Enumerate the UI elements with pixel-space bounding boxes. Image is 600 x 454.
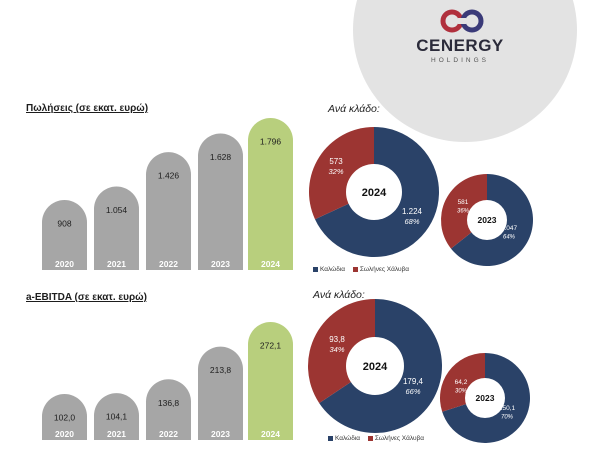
ebitda-2023-steel-pct-label: 30% <box>455 389 468 395</box>
ebitda-value-label-2024: 272,1 <box>260 341 282 351</box>
ebitda-title: a-EBITDA (σε εκατ. ευρώ) <box>26 292 147 303</box>
sales-2023-cables-value-label: 1.047 <box>501 225 518 232</box>
sales-2024-cables-value-label: 1.224 <box>402 207 423 216</box>
ebitda-bar-2022 <box>146 379 191 440</box>
sales-bar-2020 <box>42 200 87 270</box>
ebitda-2024-center-label: 2024 <box>363 361 388 373</box>
ebitda-2023-cables-value-label: 150,1 <box>499 405 516 412</box>
ebitda-category-label-2023: 2023 <box>211 429 230 439</box>
legend-item-cables: Καλώδια <box>328 435 360 442</box>
legend-item-cables: Καλώδια <box>313 266 345 273</box>
sales-2023-donut-hole <box>467 200 507 240</box>
legend-item-steel: Σωλήνες Χάλυβα <box>367 435 425 442</box>
sales-value-label-2020: 908 <box>57 219 71 229</box>
ebitda-value-label-2023: 213,8 <box>210 365 232 375</box>
sales-2024-center-label: 2024 <box>362 187 387 199</box>
sales-value-label-2022: 1.426 <box>158 171 180 181</box>
sales-value-label-2021: 1.054 <box>106 205 128 215</box>
ebitda-2023-donut-hole <box>465 378 505 418</box>
ebitda-bar-2021 <box>94 393 139 440</box>
sales-2024-donut-hole <box>346 164 402 220</box>
sales-segment-title: Ανά κλάδο: <box>328 103 380 115</box>
sales-category-label-2020: 2020 <box>55 259 74 269</box>
legend-label-cables: Καλώδια <box>320 266 346 273</box>
sales-bar-2021 <box>94 186 139 270</box>
ebitda-bar-2024 <box>248 322 293 440</box>
cenergy-logo-icon <box>440 9 484 33</box>
sales-value-label-2023: 1.628 <box>210 152 232 162</box>
sales-category-label-2023: 2023 <box>211 259 230 269</box>
ebitda-2024-cables-pct-label: 66% <box>405 387 420 396</box>
ebitda-segment-title: Ανά κλάδο: <box>313 289 365 301</box>
sales-2024-cables-pct-label: 68% <box>404 217 419 226</box>
ebitda-bar-2020 <box>42 394 87 440</box>
sales-title: Πωλήσεις (σε εκατ. ευρώ) <box>26 103 149 114</box>
sales-2023-cables-pct-label: 64% <box>503 235 516 241</box>
sales-2024-steel-pct-label: 32% <box>328 167 343 176</box>
ebitda-value-label-2022: 136,8 <box>158 398 180 408</box>
ebitda-legend: Καλώδια Σωλήνες Χάλυβα <box>328 435 430 442</box>
legend-label-steel: Σωλήνες Χάλυβα <box>359 266 410 273</box>
legend-item-steel: Σωλήνες Χάλυβα <box>352 266 410 273</box>
sales-bar-2023 <box>198 133 243 270</box>
legend-swatch-cables <box>313 266 318 272</box>
legend-swatch-steel <box>367 435 373 441</box>
legend-label-cables: Καλώδια <box>335 435 361 442</box>
ebitda-2024-donut-hole <box>346 337 404 395</box>
ebitda-2024-steel-value-label: 93,8 <box>329 335 345 344</box>
ebitda-2023-steel-value-label: 64,2 <box>455 379 468 386</box>
legend-label-steel: Σωλήνες Χάλυβα <box>374 435 425 442</box>
sales-2023-slice-steel <box>441 174 487 249</box>
ebitda-category-label-2024: 2024 <box>261 429 280 439</box>
sales-category-label-2024: 2024 <box>261 259 280 269</box>
ebitda-2024-cables-value-label: 179,4 <box>403 377 424 386</box>
ebitda-category-label-2021: 2021 <box>107 429 126 439</box>
sales-category-label-2021: 2021 <box>107 259 126 269</box>
sales-bar-2024 <box>248 118 293 270</box>
sales-2024-steel-value-label: 573 <box>329 157 343 166</box>
ebitda-value-label-2020: 102,0 <box>54 413 76 423</box>
legend-swatch-cables <box>328 435 333 441</box>
sales-legend: Καλώδια Σωλήνες Χάλυβα <box>313 266 415 273</box>
sales-2023-steel-value-label: 581 <box>458 199 469 206</box>
ebitda-bar-2023 <box>198 346 243 440</box>
ebitda-value-label-2021: 104,1 <box>106 412 128 422</box>
brand-subtitle: HOLDINGS <box>431 57 489 64</box>
ebitda-2024-steel-pct-label: 34% <box>329 345 344 354</box>
ebitda-2023-cables-pct-label: 70% <box>501 415 514 421</box>
sales-2023-steel-pct-label: 36% <box>457 209 470 215</box>
sales-bar-2022 <box>146 152 191 270</box>
ebitda-category-label-2020: 2020 <box>55 429 74 439</box>
sales-value-label-2024: 1.796 <box>260 137 282 147</box>
brand-name: CENERGY <box>416 36 504 55</box>
legend-swatch-steel <box>352 266 358 272</box>
sales-2023-center-label: 2023 <box>478 215 497 225</box>
sales-category-label-2022: 2022 <box>159 259 178 269</box>
ebitda-category-label-2022: 2022 <box>159 429 178 439</box>
ebitda-2023-center-label: 2023 <box>476 393 495 403</box>
